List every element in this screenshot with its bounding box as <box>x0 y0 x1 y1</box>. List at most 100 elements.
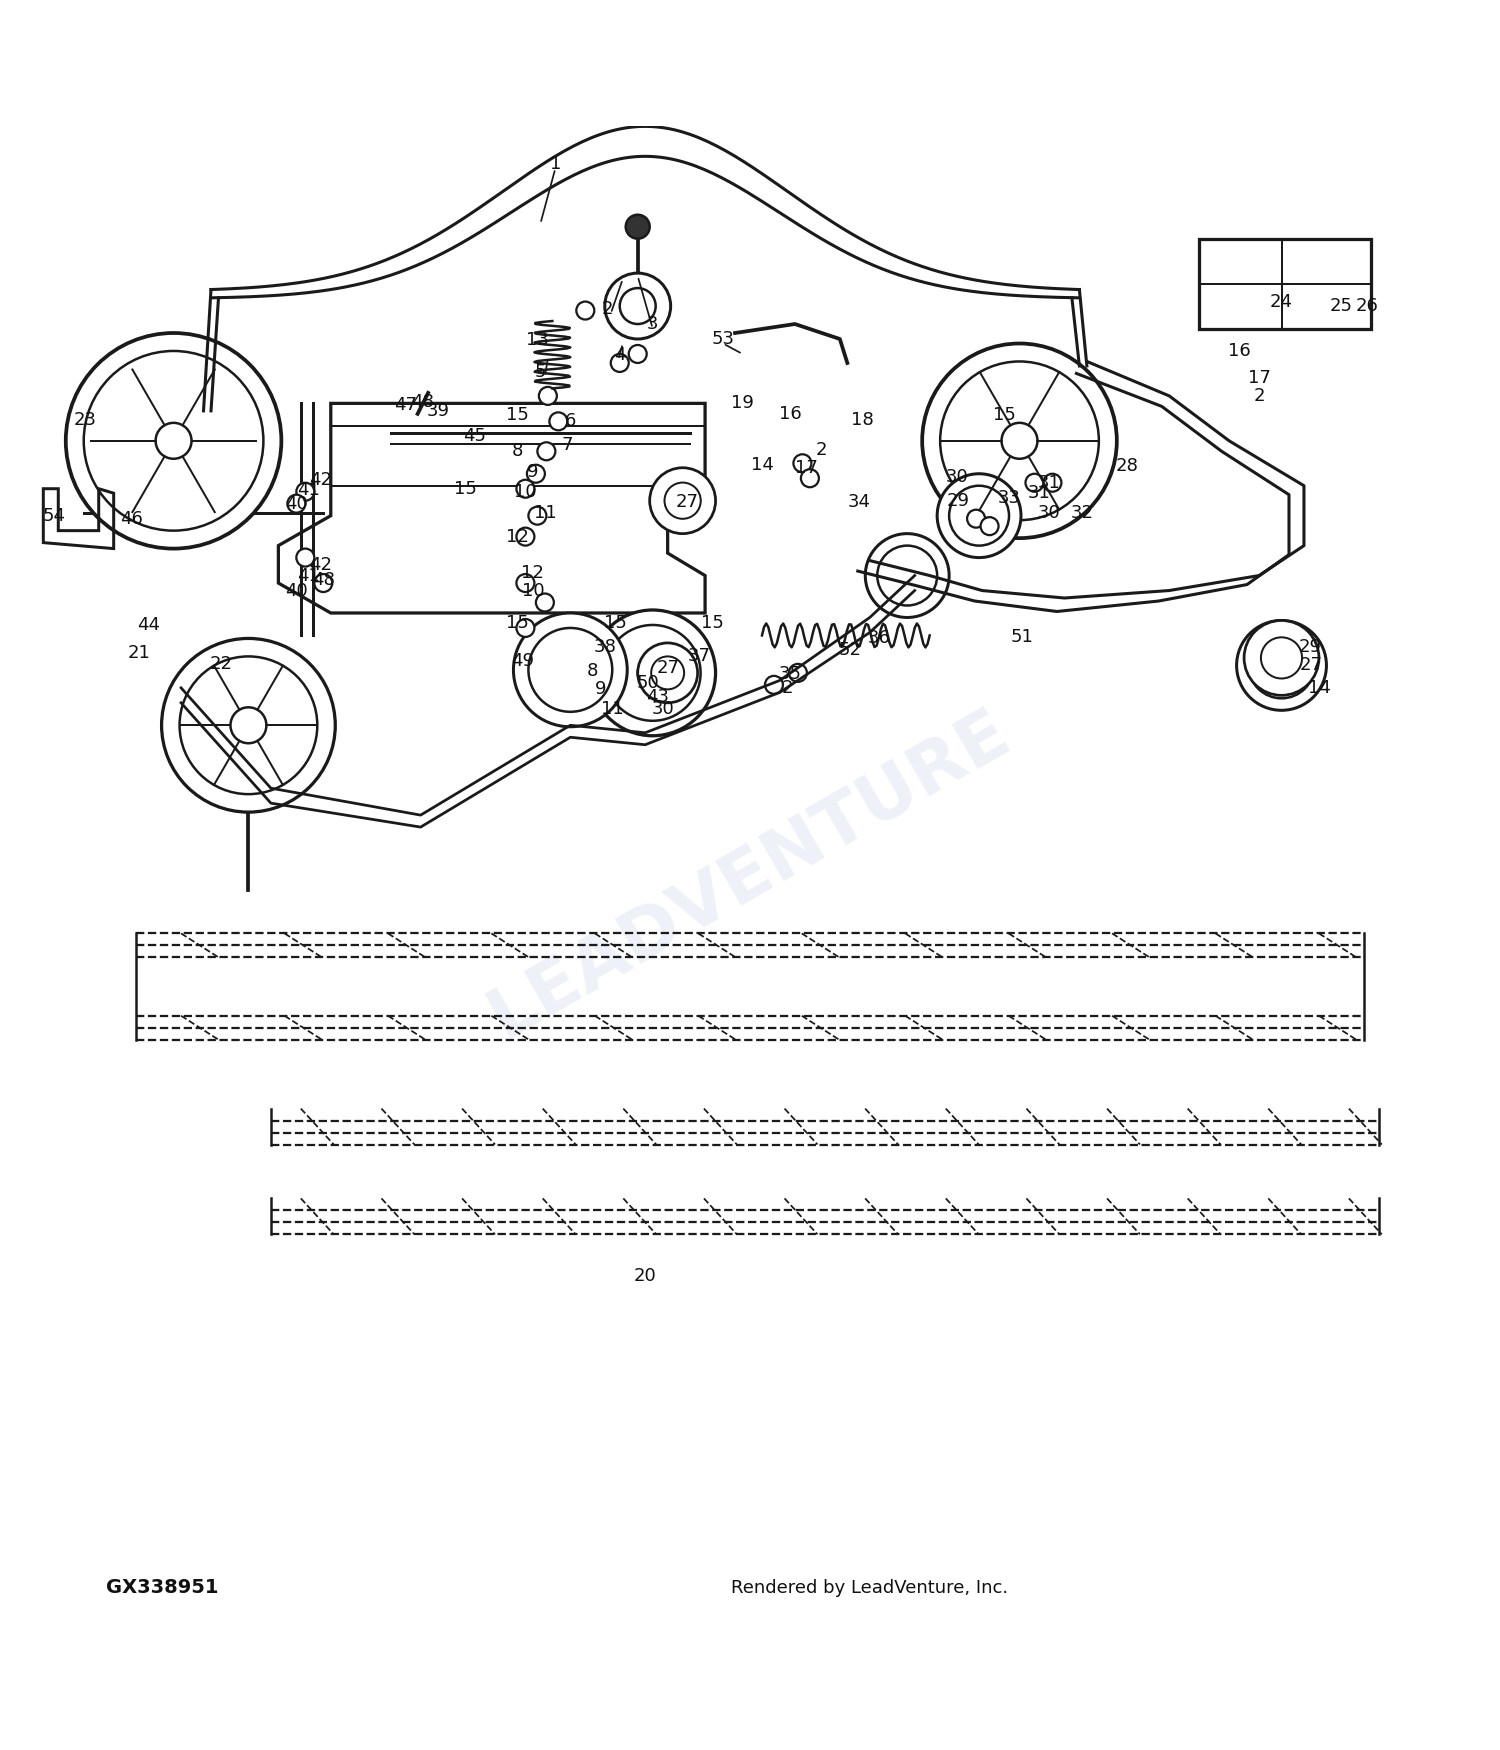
Text: GX338951: GX338951 <box>106 1578 219 1598</box>
Circle shape <box>231 707 267 744</box>
Circle shape <box>315 574 333 592</box>
Text: 40: 40 <box>285 581 308 600</box>
Text: 29: 29 <box>946 492 969 509</box>
Circle shape <box>528 628 612 712</box>
Circle shape <box>66 332 282 548</box>
Text: 8: 8 <box>512 443 524 460</box>
Text: 42: 42 <box>309 471 332 488</box>
Circle shape <box>180 656 318 794</box>
Circle shape <box>628 345 646 362</box>
Circle shape <box>516 620 534 637</box>
Circle shape <box>1026 474 1044 492</box>
Text: 53: 53 <box>711 331 735 348</box>
Text: 48: 48 <box>312 570 334 590</box>
Text: Rendered by LeadVenture, Inc.: Rendered by LeadVenture, Inc. <box>730 1578 1008 1596</box>
Circle shape <box>538 387 556 404</box>
Text: 15: 15 <box>604 614 627 632</box>
Circle shape <box>938 474 1022 558</box>
Text: 17: 17 <box>795 458 819 476</box>
Text: 9: 9 <box>526 464 538 481</box>
Text: 45: 45 <box>464 427 486 444</box>
Text: 11: 11 <box>534 504 556 522</box>
Circle shape <box>297 548 315 567</box>
Text: 27: 27 <box>675 493 699 511</box>
Text: 39: 39 <box>427 402 450 420</box>
Circle shape <box>1244 621 1318 695</box>
Text: 14: 14 <box>1308 679 1330 696</box>
Text: 30: 30 <box>1038 504 1060 522</box>
Circle shape <box>794 455 812 472</box>
Circle shape <box>84 352 264 530</box>
Text: 14: 14 <box>750 455 774 474</box>
Text: 19: 19 <box>730 394 754 413</box>
Text: 9: 9 <box>594 681 606 698</box>
Text: 47: 47 <box>394 396 417 413</box>
Text: 7: 7 <box>561 436 573 455</box>
Text: 46: 46 <box>120 509 142 528</box>
Circle shape <box>981 518 999 536</box>
Circle shape <box>651 656 684 690</box>
Circle shape <box>1002 424 1038 458</box>
Text: 15: 15 <box>507 406 530 423</box>
Circle shape <box>801 469 819 486</box>
Circle shape <box>156 424 192 458</box>
Text: 42: 42 <box>309 556 332 574</box>
Circle shape <box>922 343 1118 537</box>
Text: 17: 17 <box>1248 369 1270 387</box>
Circle shape <box>765 676 783 693</box>
Text: 48: 48 <box>411 394 434 411</box>
Circle shape <box>516 574 534 592</box>
Text: 51: 51 <box>1011 628 1034 646</box>
Text: 2: 2 <box>1254 387 1264 404</box>
Text: 15: 15 <box>454 480 477 497</box>
Text: 23: 23 <box>74 411 96 429</box>
Circle shape <box>526 466 544 483</box>
Circle shape <box>604 273 670 340</box>
Text: 3: 3 <box>646 315 658 332</box>
Text: 8: 8 <box>586 663 598 681</box>
Text: 16: 16 <box>1228 341 1251 360</box>
Circle shape <box>865 534 950 618</box>
Text: 33: 33 <box>998 488 1020 508</box>
Text: 37: 37 <box>687 648 711 665</box>
Text: 11: 11 <box>602 700 624 717</box>
Circle shape <box>513 612 627 726</box>
Text: 36: 36 <box>867 630 889 648</box>
Text: 41: 41 <box>297 481 320 499</box>
Text: 26: 26 <box>1356 298 1378 315</box>
Text: 20: 20 <box>634 1267 657 1284</box>
Circle shape <box>638 658 668 688</box>
Text: 1: 1 <box>549 154 561 173</box>
Text: 54: 54 <box>42 507 66 525</box>
Text: 30: 30 <box>945 467 968 486</box>
Text: 28: 28 <box>1116 457 1138 476</box>
Circle shape <box>536 593 554 611</box>
Text: 29: 29 <box>1299 639 1322 656</box>
Circle shape <box>610 354 628 373</box>
Text: 16: 16 <box>778 404 802 423</box>
Text: 4: 4 <box>614 346 626 364</box>
Text: 22: 22 <box>210 654 232 674</box>
Text: 31: 31 <box>1038 474 1060 492</box>
Circle shape <box>528 507 546 525</box>
Circle shape <box>1044 474 1062 492</box>
Text: 2: 2 <box>602 299 613 318</box>
Circle shape <box>162 639 336 812</box>
Circle shape <box>940 362 1100 520</box>
Text: 10: 10 <box>522 581 544 600</box>
Circle shape <box>878 546 938 606</box>
Text: 2: 2 <box>816 441 828 458</box>
Text: 35: 35 <box>778 665 802 682</box>
Text: 32: 32 <box>1071 504 1094 522</box>
Circle shape <box>626 215 650 238</box>
Text: 38: 38 <box>594 639 616 656</box>
Circle shape <box>1262 637 1302 679</box>
Text: 52: 52 <box>839 642 862 660</box>
Text: 40: 40 <box>285 495 308 513</box>
Circle shape <box>789 663 807 682</box>
Circle shape <box>638 642 698 704</box>
Circle shape <box>537 443 555 460</box>
Text: 41: 41 <box>297 567 320 584</box>
Text: 21: 21 <box>128 644 150 663</box>
Text: 15: 15 <box>507 614 530 632</box>
